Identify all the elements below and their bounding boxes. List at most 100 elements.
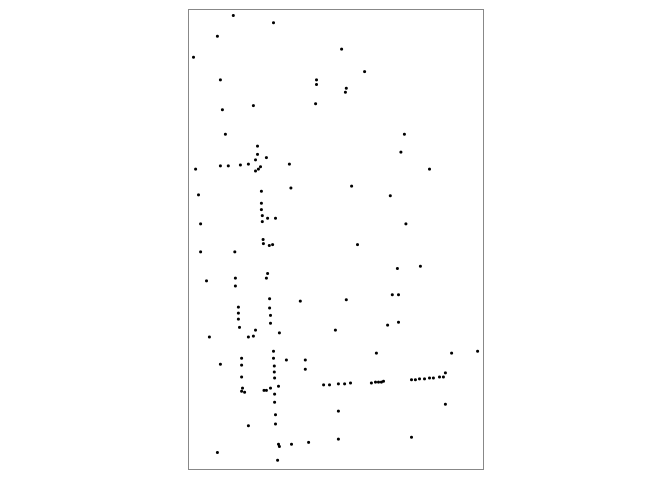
data-point-5 (363, 70, 367, 74)
data-point-71 (238, 325, 241, 329)
data-point-13 (220, 108, 224, 112)
data-point-92 (273, 376, 277, 380)
data-point-10 (343, 90, 347, 94)
data-point-101 (410, 378, 413, 382)
data-point-3 (340, 47, 344, 51)
data-point-22 (246, 162, 250, 166)
data-point-15 (402, 132, 406, 136)
data-point-96 (431, 376, 435, 380)
data-point-48 (356, 243, 359, 247)
data-point-52 (418, 264, 422, 268)
data-point-21 (287, 162, 291, 166)
data-point-86 (218, 362, 222, 366)
data-point-103 (379, 380, 383, 384)
data-point-108 (343, 382, 347, 386)
data-point-6 (218, 78, 222, 82)
data-point-90 (443, 371, 447, 375)
data-point-79 (374, 351, 378, 355)
data-point-51 (395, 267, 399, 270)
data-point-75 (251, 334, 255, 338)
data-point-19 (264, 156, 268, 160)
data-point-118 (264, 388, 268, 392)
data-point-128 (307, 440, 311, 444)
data-point-84 (284, 358, 288, 362)
data-point-77 (246, 335, 250, 339)
data-point-109 (336, 382, 340, 386)
data-point-30 (428, 167, 431, 171)
data-point-110 (328, 383, 331, 387)
data-point-132 (215, 451, 219, 454)
data-point-131 (277, 445, 281, 448)
data-point-67 (236, 317, 240, 321)
data-point-123 (274, 413, 277, 417)
data-point-54 (264, 276, 268, 280)
data-point-63 (236, 305, 240, 309)
data-point-87 (240, 363, 244, 367)
data-point-66 (269, 313, 272, 317)
data-points (192, 14, 480, 462)
data-point-16 (256, 144, 259, 148)
data-point-106 (369, 381, 373, 385)
data-point-56 (205, 279, 208, 283)
data-point-73 (254, 328, 257, 332)
data-point-122 (336, 409, 340, 413)
data-point-12 (251, 104, 255, 108)
data-point-17 (399, 150, 403, 154)
data-point-28 (254, 169, 257, 173)
data-point-25 (226, 164, 230, 168)
data-point-7 (315, 78, 318, 82)
data-point-85 (303, 358, 307, 362)
data-point-65 (236, 311, 240, 315)
data-point-127 (336, 437, 340, 441)
data-point-46 (271, 243, 275, 247)
data-point-60 (268, 297, 272, 301)
data-point-58 (390, 293, 394, 297)
data-point-69 (397, 320, 400, 324)
data-point-9 (344, 86, 348, 90)
data-point-115 (240, 389, 244, 393)
data-point-98 (423, 377, 426, 381)
data-point-91 (272, 370, 276, 374)
data-point-80 (450, 351, 454, 355)
data-point-83 (272, 356, 275, 360)
data-point-57 (233, 284, 237, 288)
data-point-93 (240, 375, 244, 379)
data-point-105 (374, 380, 377, 384)
data-point-43 (404, 222, 408, 226)
data-point-76 (207, 335, 211, 339)
data-point-41 (260, 220, 264, 224)
data-point-53 (266, 272, 270, 275)
data-point-74 (277, 331, 281, 335)
data-point-113 (269, 386, 272, 390)
data-point-130 (290, 442, 293, 446)
data-point-61 (344, 298, 348, 302)
data-point-14 (223, 132, 227, 136)
data-point-116 (243, 390, 247, 394)
data-point-126 (410, 435, 413, 439)
data-point-114 (241, 386, 244, 390)
data-point-89 (303, 367, 307, 371)
data-point-72 (333, 328, 337, 332)
data-point-8 (315, 83, 318, 86)
data-point-20 (254, 158, 257, 162)
data-point-121 (443, 402, 447, 406)
data-point-18 (256, 152, 259, 156)
data-point-112 (277, 384, 280, 388)
data-point-100 (413, 378, 417, 382)
data-point-31 (350, 184, 354, 188)
data-point-38 (260, 214, 264, 218)
data-point-129 (277, 442, 280, 446)
data-point-120 (273, 400, 277, 404)
data-point-95 (441, 375, 445, 379)
data-point-1 (272, 21, 275, 25)
data-point-59 (397, 293, 400, 297)
data-point-97 (428, 376, 431, 380)
data-point-39 (266, 216, 270, 220)
data-point-36 (259, 201, 263, 205)
data-point-2 (215, 34, 219, 38)
data-point-99 (418, 377, 421, 381)
data-point-81 (476, 349, 480, 353)
data-point-125 (274, 422, 277, 426)
data-point-26 (194, 167, 198, 171)
